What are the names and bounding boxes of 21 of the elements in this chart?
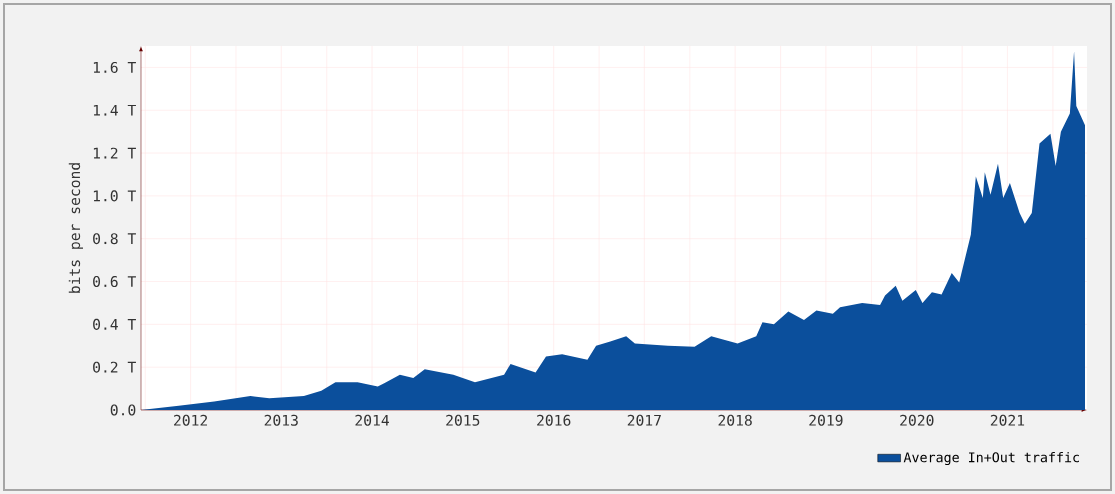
y-tick-label: 0.6 T	[93, 275, 136, 288]
y-tick-label: 1.2 T	[93, 147, 136, 159]
x-tick-label: 2012	[174, 414, 208, 426]
x-tick-label: 2015	[446, 414, 480, 426]
y-axis-title: bits per second	[68, 163, 83, 293]
y-tick-label: 1.4 T	[93, 104, 136, 116]
x-tick-label: 2020	[900, 414, 934, 426]
x-tick-label: 2013	[264, 414, 298, 426]
x-tick-label: 2018	[718, 414, 752, 426]
x-tick-label: 2014	[355, 414, 389, 426]
x-tick-label: 2021	[990, 414, 1025, 426]
legend-label: Average In+Out traffic	[903, 451, 1079, 465]
y-tick-label: 0.4 T	[93, 318, 136, 330]
x-tick-label: 2019	[809, 414, 843, 426]
y-tick-label: 1.6 T	[93, 61, 136, 73]
x-tick-label: 2016	[537, 414, 571, 426]
x-tick-label: 2017	[627, 414, 661, 426]
y-tick-label: 0.8 T	[93, 233, 136, 245]
y-tick-label: 0.0	[110, 404, 136, 416]
y-tick-label: 1.0 T	[93, 190, 136, 202]
y-tick-label: 0.2 T	[93, 361, 136, 373]
